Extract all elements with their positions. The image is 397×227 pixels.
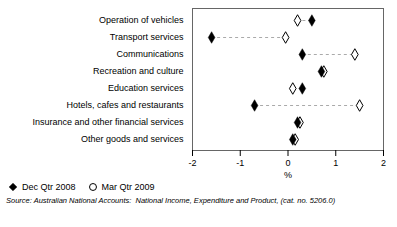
svg-text:Transport services: Transport services	[110, 32, 184, 42]
svg-text:2: 2	[381, 158, 386, 168]
svg-text:Communications: Communications	[116, 49, 184, 59]
svg-text:Insurance and other financial: Insurance and other financial services	[32, 117, 184, 127]
svg-text:Education services: Education services	[108, 83, 184, 93]
svg-text:1: 1	[333, 158, 338, 168]
svg-text:Hotels, cafes and restaurants: Hotels, cafes and restaurants	[66, 100, 184, 110]
html-text:Mar Qtr 2009: Mar Qtr 2009	[101, 182, 155, 192]
svg-text:Operation of vehicles: Operation of vehicles	[99, 15, 184, 25]
svg-text:0: 0	[285, 158, 290, 168]
html-text:Source: Australian National Ac: Source: Australian National Accounts: Na…	[6, 196, 336, 205]
html-text:Dec Qtr 2008: Dec Qtr 2008	[22, 182, 76, 192]
svg-text:Recreation and culture: Recreation and culture	[93, 66, 184, 76]
svg-text:%: %	[284, 170, 292, 180]
svg-text:-1: -1	[236, 158, 244, 168]
svg-text:-2: -2	[188, 158, 196, 168]
svg-text:Other goods and services: Other goods and services	[81, 134, 184, 144]
